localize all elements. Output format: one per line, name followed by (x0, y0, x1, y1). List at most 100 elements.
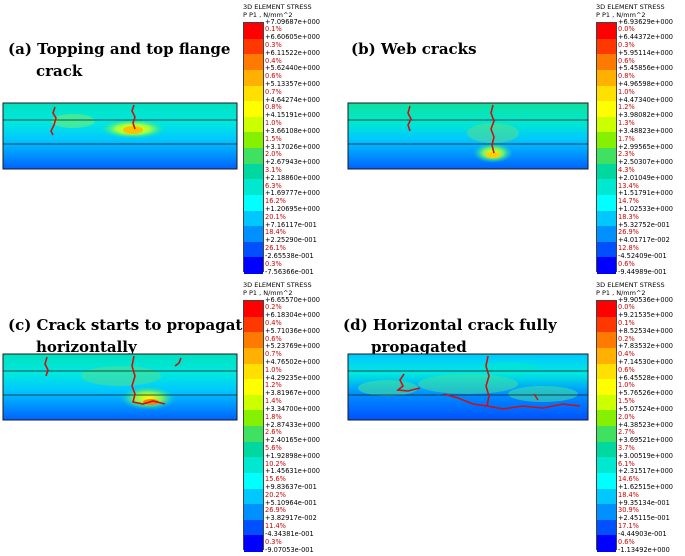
legend-value-label: +3.66108e+000 (265, 126, 320, 135)
panel-a-crack-center (131, 104, 136, 130)
legend-percent-label: 12.8% (618, 244, 639, 253)
legend-percent-label: 0.6% (618, 365, 635, 374)
panel-a-hotspot-core (123, 126, 143, 134)
legend-value-label: +9.35134e-001 (618, 498, 670, 507)
panel-d-beam-outline (347, 353, 589, 421)
legend-color-cell (597, 23, 616, 40)
legend-percent-label: 1.7% (618, 134, 635, 143)
legend-value-label: +6.44372e+000 (618, 33, 673, 42)
panel-d-zone-1 (358, 380, 418, 396)
legend-color-cell (244, 488, 263, 505)
panel-d-title: (d) Horizontal crack fully propagated (343, 314, 557, 358)
legend-value-label: +3.69521e+000 (618, 436, 673, 445)
legend-color-cell (597, 426, 616, 443)
panel-c-beam-outline (2, 353, 238, 421)
legend-value-label: +6.18304e+000 (265, 311, 320, 320)
legend-value-label: +3.82917e-002 (265, 514, 317, 523)
legend-percent-label: 26.1% (265, 244, 286, 253)
panel-d-crack-horizontal (443, 393, 488, 407)
legend-color-cell (597, 194, 616, 211)
panel-c-hotspot-green (81, 366, 161, 386)
legend-value-label: +1.20695e+000 (265, 205, 320, 213)
legend-value-label: +2.40165e+000 (265, 436, 320, 445)
legend-value-label: +6.60605e+000 (265, 33, 320, 42)
legend-percent-label: 1.5% (618, 397, 635, 406)
panel-b-crack-center (490, 104, 495, 154)
legend-percent-label: 0.3% (618, 40, 635, 49)
legend-percent-label: 1.0% (618, 381, 635, 390)
legend-value-label: -1.13492e+000 (618, 545, 670, 554)
legend-color-cell (244, 163, 263, 180)
legend-percent-label: 0.8% (265, 103, 282, 112)
legend-color-cell (597, 347, 616, 364)
panel-b-title-line1: (b) Web cracks (351, 40, 477, 58)
legend-percent-label: 20.2% (265, 490, 286, 499)
legend-color-cell (244, 194, 263, 211)
legend-value-label: +2.25290e-001 (265, 236, 317, 245)
legend-color-cell (244, 54, 263, 71)
legend-value-label: +6.65570e+000 (265, 295, 320, 304)
legend-percent-label: 0.7% (265, 87, 282, 96)
legend-value-label: +5.76526e+000 (618, 389, 673, 398)
legend-value-label: +7.83532e+000 (618, 342, 673, 351)
legend-percent-label: 18.3% (618, 212, 639, 221)
legend-value-label: +1.69777e+000 (265, 189, 320, 198)
panel-c-stress-contour (2, 353, 238, 421)
panel-d-title-line2: propagated (371, 338, 467, 356)
panel-a-title-line1: (a) Topping and top flange (8, 40, 231, 58)
legend-value-label: +3.00519e+000 (618, 451, 673, 460)
legend-color-cell (597, 332, 616, 349)
legend-value-label: +5.71036e+000 (265, 326, 320, 335)
legend-percent-label: 2.7% (618, 428, 635, 437)
panel-a-title-line2: crack (36, 62, 83, 80)
legend-percent-label: 11.4% (265, 522, 286, 531)
legend-percent-label: 14.7% (618, 197, 639, 206)
legend-color-cell (597, 410, 616, 427)
panel-c-crack-right (174, 357, 182, 367)
panel-c-legend-colorbar (243, 300, 264, 552)
panel-d-crack-left (395, 373, 421, 392)
panel-b-legend-colorbar (596, 22, 617, 274)
legend-percent-label: 0.2% (618, 334, 635, 343)
legend-value-label: +5.13357e+000 (265, 80, 320, 88)
legend-value-label: +4.96598e+000 (618, 80, 673, 88)
legend-color-cell (244, 394, 263, 411)
legend-color-cell (597, 257, 616, 274)
legend-percent-label: 13.4% (618, 181, 639, 190)
panel-d-stress-contour (347, 353, 589, 421)
legend-percent-label: 26.9% (265, 506, 286, 515)
legend-color-cell (597, 101, 616, 118)
legend-color-cell (597, 163, 616, 180)
legend-percent-label: 1.2% (265, 381, 282, 390)
legend-value-label: +1.92898e+000 (265, 451, 320, 460)
legend-value-label: +4.47340e+000 (618, 95, 673, 104)
legend-color-cell (244, 210, 263, 227)
legend-percent-label: 0.0% (618, 303, 635, 312)
legend-percent-label: 2.0% (265, 150, 282, 159)
legend-color-cell (597, 457, 616, 474)
legend-color-cell (244, 472, 263, 489)
legend-value-label: +4.29235e+000 (265, 373, 320, 382)
legend-percent-label: 18.4% (618, 490, 639, 499)
legend-percent-label: 2.3% (618, 150, 635, 159)
legend-value-label: +5.32752e-001 (618, 220, 670, 229)
legend-color-cell (244, 535, 263, 552)
panel-b-legend-title: 3D ELEMENT STRESS P P1 , N/mm^2 (596, 3, 665, 19)
legend-percent-label: 6.1% (618, 459, 635, 468)
legend-color-cell (244, 316, 263, 333)
legend-color-cell (597, 54, 616, 71)
legend-color-cell (597, 316, 616, 333)
legend-percent-label: 5.6% (265, 443, 282, 452)
legend-value-label: +3.17026e+000 (265, 142, 320, 151)
legend-percent-label: 17.1% (618, 522, 639, 531)
legend-color-cell (597, 69, 616, 86)
legend-value-label: +4.76502e+000 (265, 358, 320, 366)
legend-value-label: +2.01049e+000 (618, 173, 673, 182)
legend-value-label: +1.62515e+000 (618, 483, 673, 491)
legend-percent-label: 0.4% (618, 350, 635, 359)
legend-color-cell (597, 132, 616, 149)
legend-value-label: +5.95114e+000 (618, 48, 673, 57)
legend-color-cell (244, 257, 263, 274)
legend-percent-label: 0.6% (618, 259, 635, 268)
legend-percent-label: 0.6% (618, 56, 635, 65)
